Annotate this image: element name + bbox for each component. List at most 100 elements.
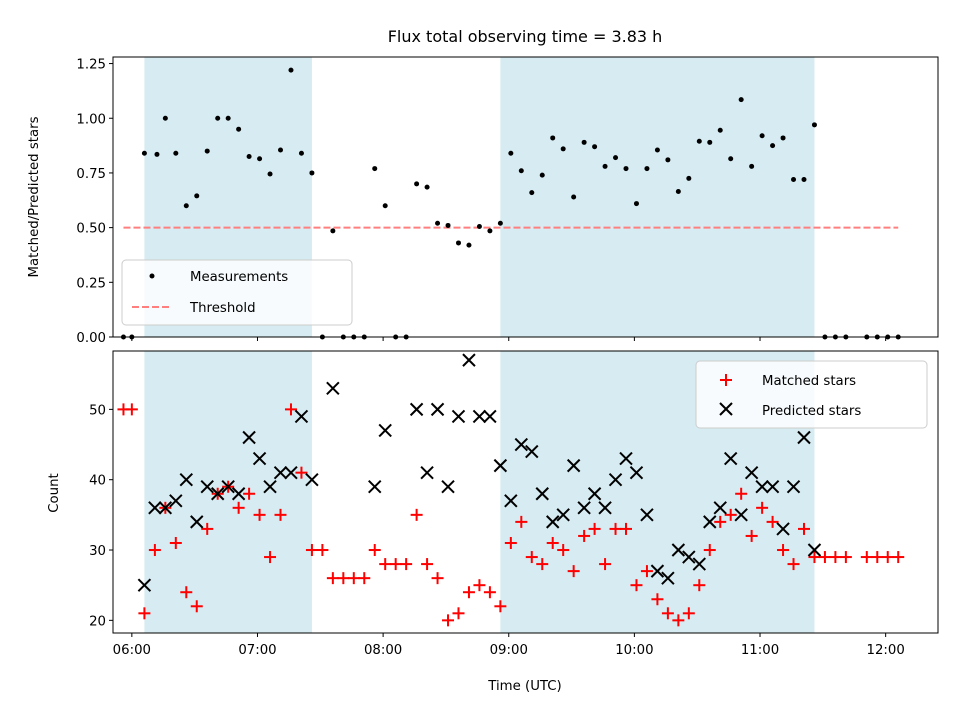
matched-star-point [326,572,339,585]
measurement-point [298,150,304,156]
predicted-star-point [661,571,675,585]
matched-star-point [693,579,706,592]
matched-star-point [431,572,444,585]
predicted-star-point [294,409,309,424]
matched-star-point [892,551,905,564]
matched-star-point [630,579,643,592]
measurement-point [372,166,378,172]
panel-bottom-series [117,353,905,627]
matched-star-point [274,508,287,521]
predicted-star-point [671,543,686,557]
matched-star-point [462,586,475,599]
predicted-star-point [776,522,790,536]
x-tick-label: 07:00 [238,643,276,658]
matched-star-point [829,551,842,564]
matched-star-point [620,522,633,535]
predicted-star-point [640,508,654,522]
predicted-star-point [451,409,466,424]
matched-star-point [724,508,737,521]
matched-star-point [138,607,151,620]
matched-star-point [703,544,716,557]
panel-top-series [120,67,901,340]
measurement-point [780,135,786,141]
x-tick-label: 08:00 [364,643,402,658]
legend-matched-label: Matched stars [762,374,856,389]
measurement-point [246,154,252,160]
predicted-star-point [284,465,298,480]
y-tick-label: 1.00 [76,112,106,127]
predicted-star-point [786,480,801,494]
y-tick-label: 40 [89,474,106,489]
matched-star-point [190,600,203,613]
predicted-star-point [169,494,183,508]
measurement-point [602,163,608,169]
matched-star-point [714,515,727,528]
matched-star-point [243,487,256,500]
matched-star-point [871,551,884,564]
x-tick-label: 12:00 [866,643,904,658]
x-tick-label: 11:00 [741,643,779,658]
predicted-star-point [430,402,445,417]
measurement-point [173,150,179,156]
matched-star-point [494,600,507,613]
predicted-star-point [409,402,424,417]
measurement-point [466,242,472,248]
x-axis-label: Time (UTC) [487,679,562,694]
bottom-legend: Matched stars Predicted stars [695,360,928,429]
matched-star-point [316,544,329,557]
matched-star-point [588,522,601,535]
predicted-star-point [629,465,644,480]
matched-star-point [640,565,653,578]
measurement-point [801,177,807,182]
matched-star-point [609,522,622,535]
predicted-star-point [378,423,392,438]
legend-matched-marker [720,374,732,386]
matched-star-point [745,529,758,542]
matched-star-point [358,572,371,585]
predicted-star-point [221,480,235,494]
predicted-star-point [734,508,748,522]
measurement-point [592,144,598,150]
matched-star-point [881,551,894,564]
measurement-point [476,224,482,230]
predicted-star-point [650,564,665,578]
measurement-point [770,143,776,149]
predicted-star-point [566,458,581,473]
y-tick-label: 0.75 [76,167,106,182]
measurement-point [749,163,755,169]
matched-star-point [295,466,308,479]
predicted-star-point [200,480,214,494]
shaded-interval [500,57,815,337]
matched-star-point [379,558,392,571]
y-tick-label: 1.25 [76,58,106,73]
predicted-star-point [713,501,727,515]
measurement-point [382,203,388,209]
matched-star-point [672,614,685,627]
matched-star-point [515,515,528,528]
matched-star-point [232,501,245,514]
predicted-star-point [525,444,539,459]
predicted-star-point [556,508,570,522]
measurement-point [654,147,660,153]
predicted-star-point [807,543,822,557]
measurement-point [330,228,336,234]
matched-star-point [525,551,538,564]
measurement-point [455,240,461,246]
measurement-point [759,133,765,139]
matched-star-point [400,558,413,571]
x-tick-label: 09:00 [490,643,528,658]
predicted-star-point [263,480,277,494]
predicted-star-point [755,480,769,494]
predicted-star-point [598,501,612,515]
matched-star-point [682,607,695,620]
predicted-star-point [252,451,267,466]
measurement-point [215,115,221,121]
top-legend-box [121,259,353,326]
matched-star-point [389,558,402,571]
measurement-point [644,166,650,172]
measurement-point [162,115,168,121]
panel-top-xticks [131,337,887,341]
matched-star-point [410,508,423,521]
predicted-star-point [179,472,193,487]
matched-star-point [368,544,381,557]
